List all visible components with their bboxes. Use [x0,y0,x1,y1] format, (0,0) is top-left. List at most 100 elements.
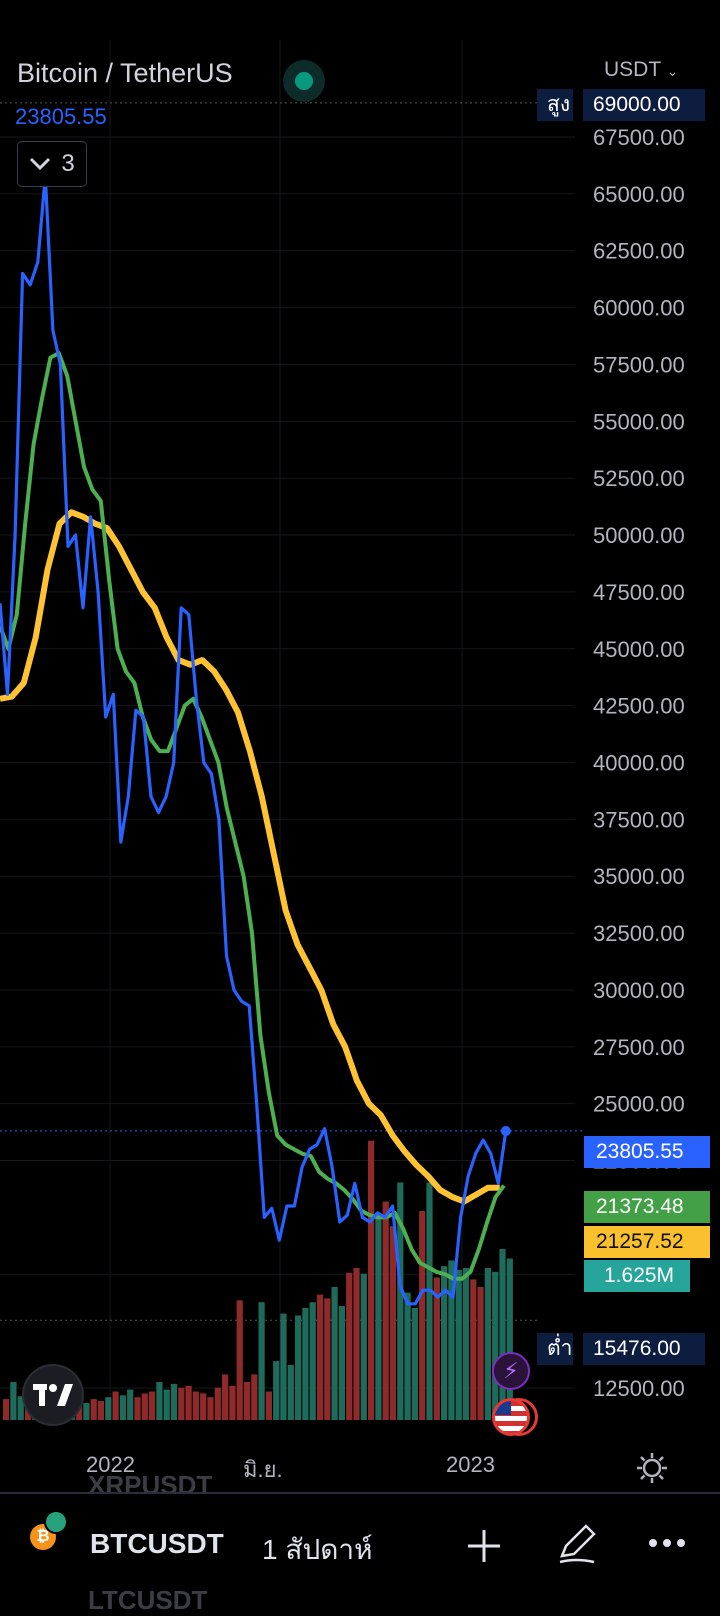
ma-green-line [0,351,506,1281]
volume-bar [90,1399,97,1420]
currency-label: USDT [604,58,661,81]
volume-bar [295,1315,302,1420]
time-label-2022: 2022 [86,1452,135,1477]
volume-bar [426,1182,433,1420]
volume-bar [302,1307,309,1420]
volume-bar [119,1395,126,1420]
volume-bar [17,1396,24,1420]
ma-yellow-tag: 21257.52 [584,1226,710,1258]
volume-bar [3,1399,10,1420]
volume-bar [214,1387,221,1420]
lightning-icon[interactable]: ⚡ [492,1352,530,1390]
volume-bar [170,1383,178,1420]
price-tick-label: 30000.00 [593,978,685,1003]
volume-bar [207,1397,214,1420]
indicators-count: 3 [61,150,75,177]
volume-bar [163,1389,170,1420]
volume-bar [200,1393,207,1420]
high-value: 69000.00 [583,89,705,121]
chevron-down-icon: ⌄ [666,63,679,79]
bottom-toolbar: ₿ [0,1492,720,1602]
symbol-button[interactable]: BTCUSDT [90,1528,224,1559]
volume-bar [324,1298,331,1420]
chevron-down-icon [30,157,51,171]
symbol-title[interactable]: Bitcoin / TetherUS [17,58,233,88]
price-tick-label: 60000.00 [593,296,685,321]
volume-bar [178,1387,185,1420]
add-icon[interactable] [466,1528,502,1564]
volume-bar [462,1268,470,1420]
volume-bar [375,1212,382,1420]
volume-bar [251,1374,258,1420]
volume-bar [455,1269,462,1420]
volume-bars [3,1140,513,1420]
ma-green-tag: 21373.48 [584,1191,710,1223]
more-icon[interactable] [648,1538,686,1548]
price-lines [0,174,511,1306]
volume-bar [287,1364,294,1420]
live-status-icon [295,72,313,90]
pen-icon[interactable] [556,1522,598,1564]
settings-icon[interactable] [636,1452,668,1484]
volume-bar [492,1271,499,1420]
time-label-june: มิ.ย. [243,1457,283,1482]
volume-bar [477,1287,484,1420]
price-tick-label: 67500.00 [593,125,685,150]
volume-bar [419,1211,426,1420]
price-tick-label: 65000.00 [593,182,685,207]
volume-bar [360,1273,367,1420]
volume-bar [441,1266,448,1420]
current-price: 23805.55 [15,104,107,129]
price-tick-label: 35000.00 [593,864,685,889]
volume-bar [470,1279,477,1420]
time-label-2023: 2023 [446,1452,495,1477]
volume-bar [229,1385,236,1420]
last-price-tag: 23805.55 [584,1136,710,1168]
volume-bar [112,1391,119,1420]
interval-button[interactable]: 1 สัปดาห์ [262,1534,373,1565]
price-tick-label: 62500.00 [593,239,685,264]
price-tick-label: 37500.00 [593,807,685,832]
price-tick-label: 42500.00 [593,694,685,719]
price-tick-label: 40000.00 [593,751,685,776]
volume-bar [127,1389,134,1420]
volume-bar [185,1385,192,1420]
volume-bar [243,1382,251,1420]
low-label: ต่ำ [537,1333,573,1365]
price-tick-label: 50000.00 [593,523,685,548]
tradingview-logo[interactable] [22,1364,84,1426]
volume-bar [484,1268,491,1420]
price-tick-label: 25000.00 [593,1092,685,1117]
price-scale: 67500.00 65000.00 62500.00 60000.00 57500.00… [593,125,685,1401]
last-price-dot [500,1125,511,1136]
volume-tag: 1.625M [584,1260,690,1292]
volume-bar [105,1397,112,1420]
high-label: สูง [537,89,573,121]
volume-bar [192,1391,199,1420]
volume-bar [149,1391,156,1420]
indicators-toggle-button[interactable]: 3 [17,141,87,187]
tv-logo-icon [33,1384,73,1406]
currency-selector[interactable]: USDT ⌄ [604,58,678,82]
price-tick-label: 27500.00 [593,1035,685,1060]
volume-bar [353,1268,360,1420]
market-status-indicator[interactable] [283,60,325,102]
chart-grid [0,40,584,1420]
ghost-symbol-next: LTCUSDT [88,1585,208,1615]
volume-bar [397,1182,404,1420]
price-tick-label: 55000.00 [593,409,685,434]
volume-bar [83,1402,90,1420]
volume-bar [273,1361,280,1420]
tether-icon [44,1510,68,1534]
volume-bar [506,1258,513,1420]
volume-bar [346,1272,353,1420]
volume-bar [331,1287,338,1420]
ma-yellow-line [0,509,500,1205]
price-tick-label: 45000.00 [593,637,685,662]
volume-bar [448,1260,455,1420]
us-flag-icon[interactable] [492,1398,530,1436]
volume-bar [411,1307,418,1420]
volume-bar [134,1397,141,1420]
volume-bar [338,1306,345,1420]
